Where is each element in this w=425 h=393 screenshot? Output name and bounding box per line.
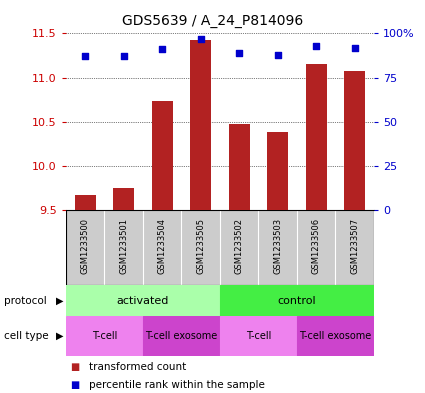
- Bar: [335, 210, 374, 285]
- Text: activated: activated: [117, 296, 169, 306]
- Text: ■: ■: [70, 380, 79, 390]
- Text: ▶: ▶: [56, 331, 63, 341]
- Text: T-cell: T-cell: [92, 331, 117, 341]
- Bar: [143, 210, 181, 285]
- Bar: [105, 210, 143, 285]
- Text: GSM1233503: GSM1233503: [273, 218, 282, 274]
- Bar: [267, 132, 288, 210]
- Bar: [306, 64, 327, 210]
- Point: [197, 36, 204, 42]
- Bar: [344, 70, 366, 210]
- Bar: [181, 210, 220, 285]
- Text: GSM1233501: GSM1233501: [119, 218, 128, 274]
- Text: GSM1233502: GSM1233502: [235, 218, 244, 274]
- Text: transformed count: transformed count: [89, 362, 187, 373]
- Bar: [66, 316, 143, 356]
- Bar: [220, 285, 374, 316]
- Text: GDS5639 / A_24_P814096: GDS5639 / A_24_P814096: [122, 14, 303, 28]
- Text: GSM1233506: GSM1233506: [312, 218, 321, 274]
- Point: [236, 50, 243, 56]
- Bar: [143, 316, 220, 356]
- Text: cell type: cell type: [4, 331, 49, 341]
- Text: ■: ■: [70, 362, 79, 373]
- Text: T-cell: T-cell: [246, 331, 271, 341]
- Point: [274, 51, 281, 58]
- Text: protocol: protocol: [4, 296, 47, 306]
- Bar: [220, 210, 258, 285]
- Point: [82, 53, 88, 59]
- Bar: [152, 101, 173, 210]
- Text: GSM1233507: GSM1233507: [350, 218, 359, 274]
- Point: [313, 43, 320, 49]
- Text: control: control: [278, 296, 316, 306]
- Point: [159, 46, 166, 52]
- Text: GSM1233505: GSM1233505: [196, 218, 205, 274]
- Bar: [229, 125, 250, 210]
- Bar: [220, 316, 297, 356]
- Text: ▶: ▶: [56, 296, 63, 306]
- Bar: [66, 210, 105, 285]
- Bar: [113, 188, 134, 210]
- Text: GSM1233500: GSM1233500: [81, 218, 90, 274]
- Point: [351, 44, 358, 51]
- Bar: [190, 40, 211, 210]
- Text: T-cell exosome: T-cell exosome: [145, 331, 218, 341]
- Text: GSM1233504: GSM1233504: [158, 218, 167, 274]
- Point: [120, 53, 127, 59]
- Text: percentile rank within the sample: percentile rank within the sample: [89, 380, 265, 390]
- Bar: [74, 195, 96, 210]
- Bar: [258, 210, 297, 285]
- Bar: [66, 285, 220, 316]
- Bar: [297, 316, 374, 356]
- Bar: [297, 210, 335, 285]
- Text: T-cell exosome: T-cell exosome: [299, 331, 371, 341]
